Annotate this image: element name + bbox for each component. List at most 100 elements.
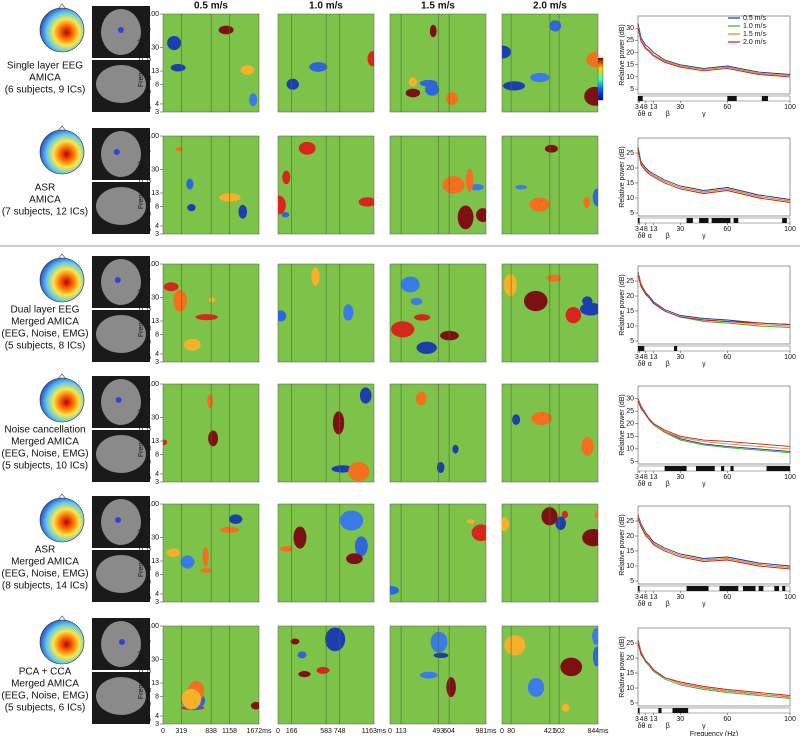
x-tick-label: 1163ms bbox=[362, 728, 387, 735]
band-label: θ bbox=[147, 459, 151, 466]
ersp-blobs bbox=[391, 276, 459, 354]
ersp-blob bbox=[359, 387, 372, 404]
band-label: α bbox=[147, 565, 151, 572]
ersp-blob bbox=[515, 184, 528, 190]
band-label: θ bbox=[147, 339, 151, 346]
y-tick-label: 5 bbox=[630, 578, 634, 585]
head-nose bbox=[57, 3, 67, 10]
ersp-blob bbox=[565, 307, 582, 324]
y-tick-label: 100 bbox=[147, 381, 159, 388]
ersp-blob bbox=[207, 394, 214, 409]
ersp-blob bbox=[425, 83, 440, 96]
ersp-blob bbox=[311, 267, 320, 286]
x-tick-label: 30 bbox=[676, 104, 684, 111]
band-label: γ bbox=[702, 233, 706, 240]
row-label: ASR bbox=[35, 183, 56, 194]
band-label: α bbox=[648, 601, 652, 608]
x-tick-label: 13 bbox=[650, 594, 658, 601]
significance-bar bbox=[761, 96, 769, 101]
significance-bar bbox=[638, 218, 640, 223]
x-tick-label: 8 bbox=[644, 594, 648, 601]
row-label: Single layer EEG bbox=[7, 61, 83, 72]
ersp-blob bbox=[583, 196, 591, 208]
y-tick-label: 10 bbox=[626, 323, 634, 330]
legend-label: 0.5 m/s bbox=[743, 15, 766, 22]
ersp-blob bbox=[561, 510, 568, 519]
band-label: θ bbox=[147, 211, 151, 218]
ersp-blob bbox=[582, 296, 593, 306]
ersp-blob bbox=[433, 652, 449, 659]
ersp-blob bbox=[298, 671, 311, 678]
ersp-blob bbox=[446, 677, 456, 697]
y-tick-label: 13 bbox=[151, 438, 159, 445]
band-label: α bbox=[147, 687, 151, 694]
y-tick-label: 10 bbox=[626, 74, 634, 81]
band-label: δ bbox=[638, 233, 642, 240]
brain-sagittal-slice bbox=[96, 677, 146, 715]
row-label: (5 subjects, 6 ICs) bbox=[5, 703, 86, 714]
band-label: β bbox=[147, 546, 151, 553]
band-label: β bbox=[666, 481, 670, 488]
significance-bar bbox=[719, 586, 739, 591]
y-tick-label: 30 bbox=[151, 44, 159, 51]
band-label: θ bbox=[642, 233, 646, 240]
band-label: α bbox=[648, 361, 652, 368]
plot-area bbox=[637, 15, 791, 95]
row-label: AMICA bbox=[29, 73, 61, 84]
x-tick-label: 60 bbox=[723, 716, 731, 723]
band-label: α bbox=[648, 723, 652, 730]
band-label: α bbox=[648, 111, 652, 118]
ersp-blob bbox=[582, 529, 598, 547]
y-tick-label: 3 bbox=[155, 479, 159, 486]
x-tick-label: 60 bbox=[723, 226, 731, 233]
ersp-blob bbox=[555, 516, 566, 531]
significance-bar bbox=[638, 708, 640, 713]
y-tick-label: 5 bbox=[630, 338, 634, 345]
row-label: (EEG, Noise, EMG) bbox=[1, 569, 88, 580]
psd-line bbox=[637, 641, 791, 699]
y-tick-label: 8 bbox=[155, 81, 159, 88]
significance-bar bbox=[782, 218, 787, 223]
x-tick-label: 3 bbox=[635, 594, 639, 601]
ersp-blob bbox=[278, 195, 286, 215]
band-label: δ bbox=[638, 361, 642, 368]
x-tick-label: 844ms bbox=[587, 728, 609, 735]
y-tick-label: 30 bbox=[151, 656, 159, 663]
row-label: (6 subjects, 9 ICs) bbox=[5, 85, 86, 96]
significance-bar bbox=[695, 466, 715, 471]
ersp-blobs bbox=[502, 20, 598, 106]
significance-bar bbox=[758, 586, 764, 591]
ersp-blobs bbox=[503, 273, 598, 324]
psd-line bbox=[637, 23, 791, 75]
ersp-blobs bbox=[166, 514, 243, 573]
brain-sagittal-slice bbox=[96, 435, 146, 473]
y-tick-label: 3 bbox=[155, 231, 159, 238]
x-tick-label: 4 bbox=[640, 104, 644, 111]
ersp-blob bbox=[544, 144, 558, 153]
ersp-blobs bbox=[163, 394, 219, 447]
ersp-blob bbox=[541, 507, 558, 526]
y-tick-label: 15 bbox=[626, 62, 634, 69]
band-label: δ bbox=[147, 355, 151, 362]
head-map bbox=[39, 377, 85, 423]
y-tick-label: 25 bbox=[626, 37, 634, 44]
dipole bbox=[117, 27, 124, 33]
significance-bar bbox=[742, 586, 756, 591]
x-tick-label: 13 bbox=[650, 104, 658, 111]
ersp-blobs bbox=[515, 144, 598, 212]
ersp-blob bbox=[420, 671, 438, 679]
ersp-blob bbox=[414, 314, 431, 321]
x-tick-label: 80 bbox=[507, 728, 515, 735]
ersp-blob bbox=[502, 81, 526, 91]
band-label: γ bbox=[147, 28, 151, 35]
band-label: α bbox=[147, 445, 151, 452]
y-tick-label: 4 bbox=[155, 591, 159, 598]
ersp-blob bbox=[166, 548, 181, 557]
y-axis-label: Relative power (dB) bbox=[619, 24, 626, 85]
band-label: β bbox=[147, 178, 151, 185]
y-tick-label: 30 bbox=[626, 395, 634, 402]
legend-label: 1.5 m/s bbox=[743, 31, 766, 38]
ersp-blob bbox=[202, 546, 209, 567]
band-label: θ bbox=[147, 579, 151, 586]
ersp-blob bbox=[546, 274, 562, 282]
